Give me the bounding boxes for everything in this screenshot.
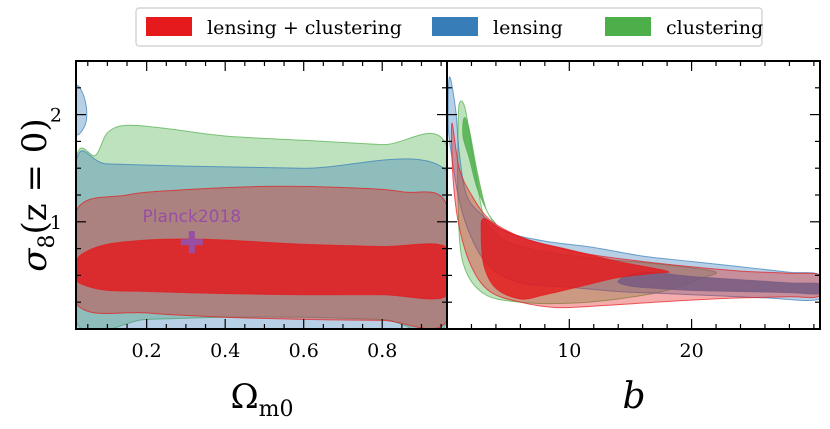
frame-bias [446,60,821,330]
contours-omega [76,84,447,329]
x-tick-label: 0.6 [289,340,319,362]
contour-lensing-68 [617,271,820,295]
x-axis-title-bias: b [622,376,645,417]
legend-swatch-clustering [605,17,651,36]
legend-label-lensing-clustering: lensing + clustering [207,17,402,39]
svg-text:σ8(z = 0): σ8(z = 0) [15,118,60,271]
ticks-bias: 10 20 [447,61,820,362]
planck-cross-icon [180,231,203,254]
y-axis-rest: (z = 0) [15,118,55,234]
contours-bias [447,76,820,309]
planck-marker: Planck2018 [143,207,242,254]
x-axis-omega-main: Ω [230,377,258,417]
x-tick-label: 0.4 [210,340,240,362]
legend-swatch-lensing-clustering [146,17,192,36]
contour-lensing-95island [76,84,88,136]
x-tick-label: 10 [557,340,581,362]
y-tick-label: 2 [50,105,62,127]
y-axis-sigma: σ [15,248,55,272]
ticks-omega: 0.2 0.4 0.6 0.8 1 2 [50,61,447,362]
y-axis-title: σ8(z = 0) [15,118,60,271]
y-tick-label: 1 [50,212,62,234]
x-axis-title-omega: Ωm0 [230,377,293,422]
legend-swatch-lensing [432,17,478,36]
legend-label-lensing: lensing [493,17,563,39]
x-tick-label: 0.8 [367,340,397,362]
legend: lensing + clustering lensing clustering [135,7,763,47]
y-axis-sub: 8 [35,234,60,248]
panel-omega: 0.2 0.4 0.6 0.8 1 2 Planck2018 [50,60,448,362]
x-tick-label: 0.2 [132,340,162,362]
x-tick-label: 20 [679,340,703,362]
panel-bias: 10 20 [446,60,821,362]
contour-lensing-clustering-68 [480,218,670,300]
planck-label: Planck2018 [143,207,242,227]
contour-lensing-clustering-68 [76,238,447,300]
x-axis-omega-sub: m0 [259,397,294,422]
legend-label-clustering: clustering [666,17,763,39]
